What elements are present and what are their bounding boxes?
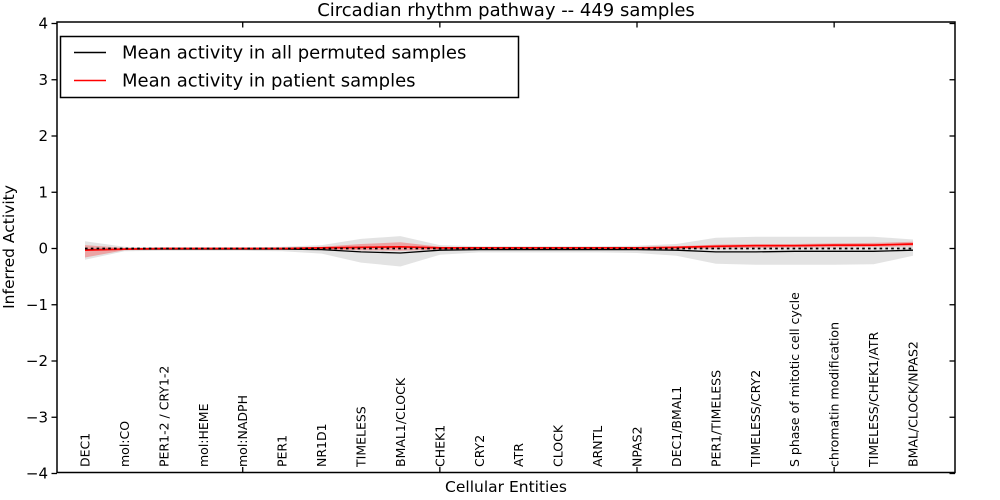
entity-label: DEC1 [78,433,93,467]
entity-label: BMAL1/CLOCK [393,377,408,467]
legend-label-permuted: Mean activity in all permuted samples [122,43,466,64]
chart-title: Circadian rhythm pathway -- 449 samples [317,0,695,21]
entity-label: PER1/TIMELESS [708,370,723,467]
entity-label: ATR [511,443,526,467]
patient-samples-std-band [85,241,913,258]
legend-box: Mean activity in all permuted samples Me… [59,35,520,99]
entity-label: mol:CO [117,421,132,467]
y-tick-label: −1 [26,296,48,314]
plot-area-frame [56,21,956,474]
entity-label: S phase of mitotic cell cycle [787,292,802,467]
entity-label: NR1D1 [314,423,329,467]
permuted-samples-std-band [85,236,913,267]
entity-label: NPAS2 [630,426,645,467]
y-tick-label: 3 [38,71,48,89]
y-tick-label: 2 [38,127,48,145]
entity-label: CHEK1 [432,425,447,467]
y-tick-label: −4 [26,465,48,483]
legend-label-patient: Mean activity in patient samples [122,71,416,92]
entity-label: PER1 [275,435,290,467]
entity-label: mol:HEME [196,403,211,467]
y-tick-label: 1 [38,183,48,201]
entity-label: PER1-2 / CRY1-2 [156,366,171,467]
entity-label: ARNTL [590,426,605,467]
y-tick-label: −3 [26,408,48,426]
y-tick-label: 0 [38,240,48,258]
entity-label: TIMELESS [354,406,369,468]
y-tick-label: 4 [38,15,48,33]
legend-border [59,35,520,99]
entity-label: TIMELESS/CHEK1/ATR [866,331,881,468]
entity-label: CRY2 [472,435,487,467]
entity-label: DEC1/BMAL1 [669,386,684,467]
entity-label: TIMELESS/CRY2 [748,370,763,468]
plot-content: 4 3 2 1 0 −1 −2 −3 −4 DEC1 mol:CO PER1-2 / CRY1-2 mo… [26,15,955,483]
entity-label: BMAL/CLOCK/NPAS2 [906,341,921,467]
entity-label: mol:NADPH [235,395,250,467]
entity-label: CLOCK [551,424,566,467]
y-tick-label: −2 [26,352,48,370]
entity-label: chromatin modification [827,322,842,467]
x-axis-label: Cellular Entities [445,478,567,496]
y-axis-label: Inferred Activity [0,185,18,309]
